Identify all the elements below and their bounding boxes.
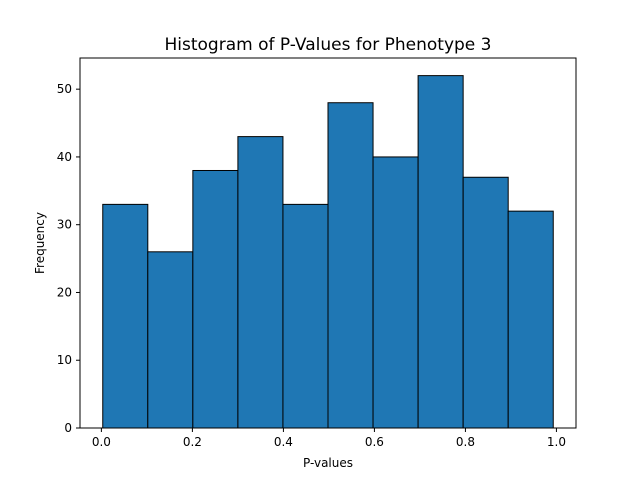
- y-tick-label: 50: [57, 82, 72, 96]
- histogram-bar-4: [282, 203, 329, 429]
- bars-group: [102, 75, 554, 429]
- histogram-bar-0: [102, 203, 149, 429]
- x-tick-label: 0.8: [456, 435, 475, 449]
- x-axis-label: P-values: [303, 456, 353, 470]
- y-axis-ticks: 0 10 20 30 40 50: [57, 82, 80, 435]
- histogram-bar-2: [192, 169, 239, 429]
- histogram-bar-7: [417, 75, 464, 429]
- y-tick-label: 40: [57, 150, 72, 164]
- x-axis-ticks: 0.0 0.2 0.4 0.6 0.8 1.0: [92, 428, 566, 449]
- y-tick-label: 30: [57, 218, 72, 232]
- histogram-bar-8: [462, 176, 509, 429]
- x-tick-label: 0.0: [92, 435, 111, 449]
- histogram-bar-5: [327, 102, 374, 429]
- histogram-bar-1: [147, 251, 194, 429]
- histogram-bar-3: [237, 136, 284, 429]
- x-tick-label: 0.2: [183, 435, 202, 449]
- x-tick-label: 1.0: [547, 435, 566, 449]
- histogram-bar-9: [507, 210, 554, 429]
- y-tick-label: 20: [57, 285, 72, 299]
- plot-frame: [79, 57, 577, 429]
- x-tick-label: 0.6: [365, 435, 384, 449]
- y-axis-label: Frequency: [33, 212, 47, 274]
- y-tick-label: 0: [64, 421, 72, 435]
- chart-title: Histogram of P-Values for Phenotype 3: [165, 35, 492, 55]
- histogram-bar-6: [372, 156, 419, 429]
- x-tick-label: 0.4: [274, 435, 293, 449]
- y-tick-label: 10: [57, 353, 72, 367]
